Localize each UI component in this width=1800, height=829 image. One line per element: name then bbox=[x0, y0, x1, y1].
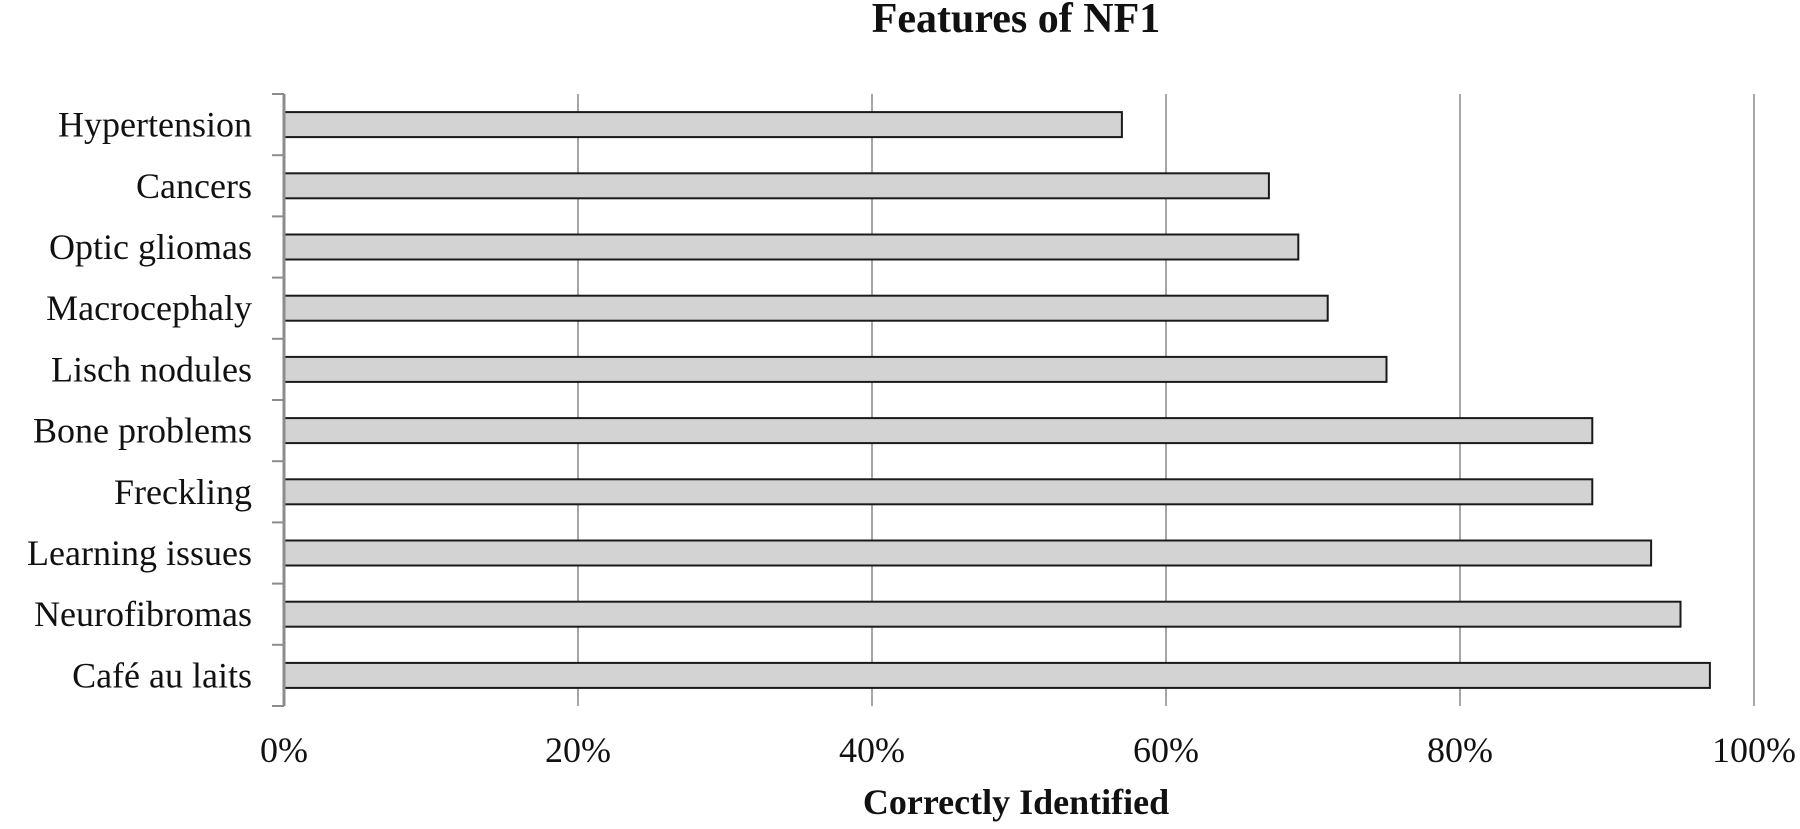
bar-9 bbox=[283, 661, 1711, 689]
bar-3 bbox=[283, 294, 1329, 322]
bar-2 bbox=[283, 233, 1300, 261]
category-label-8: Neurofibromas bbox=[34, 594, 252, 634]
x-tick-label-0: 0% bbox=[260, 730, 308, 770]
category-label-3: Macrocephaly bbox=[46, 288, 252, 328]
bar-6 bbox=[283, 478, 1594, 506]
bar-7 bbox=[283, 539, 1653, 567]
x-tick-label-20: 20% bbox=[545, 730, 611, 770]
bar-0 bbox=[283, 111, 1123, 139]
x-tick-label-100: 100% bbox=[1712, 730, 1796, 770]
category-label-0: Hypertension bbox=[58, 105, 252, 145]
category-label-9: Café au laits bbox=[72, 655, 252, 695]
bar-4 bbox=[283, 355, 1388, 383]
category-label-4: Lisch nodules bbox=[51, 349, 252, 389]
chart-title: Features of NF1 bbox=[872, 0, 1160, 42]
category-label-5: Bone problems bbox=[33, 411, 252, 451]
x-tick-label-60: 60% bbox=[1133, 730, 1199, 770]
x-tick-label-40: 40% bbox=[839, 730, 905, 770]
category-label-7: Learning issues bbox=[27, 533, 252, 573]
x-tick-labels: 0% 20% 40% 60% 80% 100% bbox=[260, 730, 1796, 770]
x-tick-label-80: 80% bbox=[1427, 730, 1493, 770]
category-label-2: Optic gliomas bbox=[49, 227, 252, 267]
bar-1 bbox=[283, 172, 1270, 200]
bars bbox=[283, 111, 1711, 689]
bar-8 bbox=[283, 600, 1682, 628]
category-label-6: Freckling bbox=[114, 472, 252, 512]
axes bbox=[272, 93, 286, 707]
category-label-1: Cancers bbox=[136, 166, 252, 206]
category-labels: Hypertension Cancers Optic gliomas Macrocep… bbox=[27, 105, 252, 696]
x-axis-title: Correctly Identified bbox=[863, 782, 1169, 822]
bar-5 bbox=[283, 417, 1594, 445]
